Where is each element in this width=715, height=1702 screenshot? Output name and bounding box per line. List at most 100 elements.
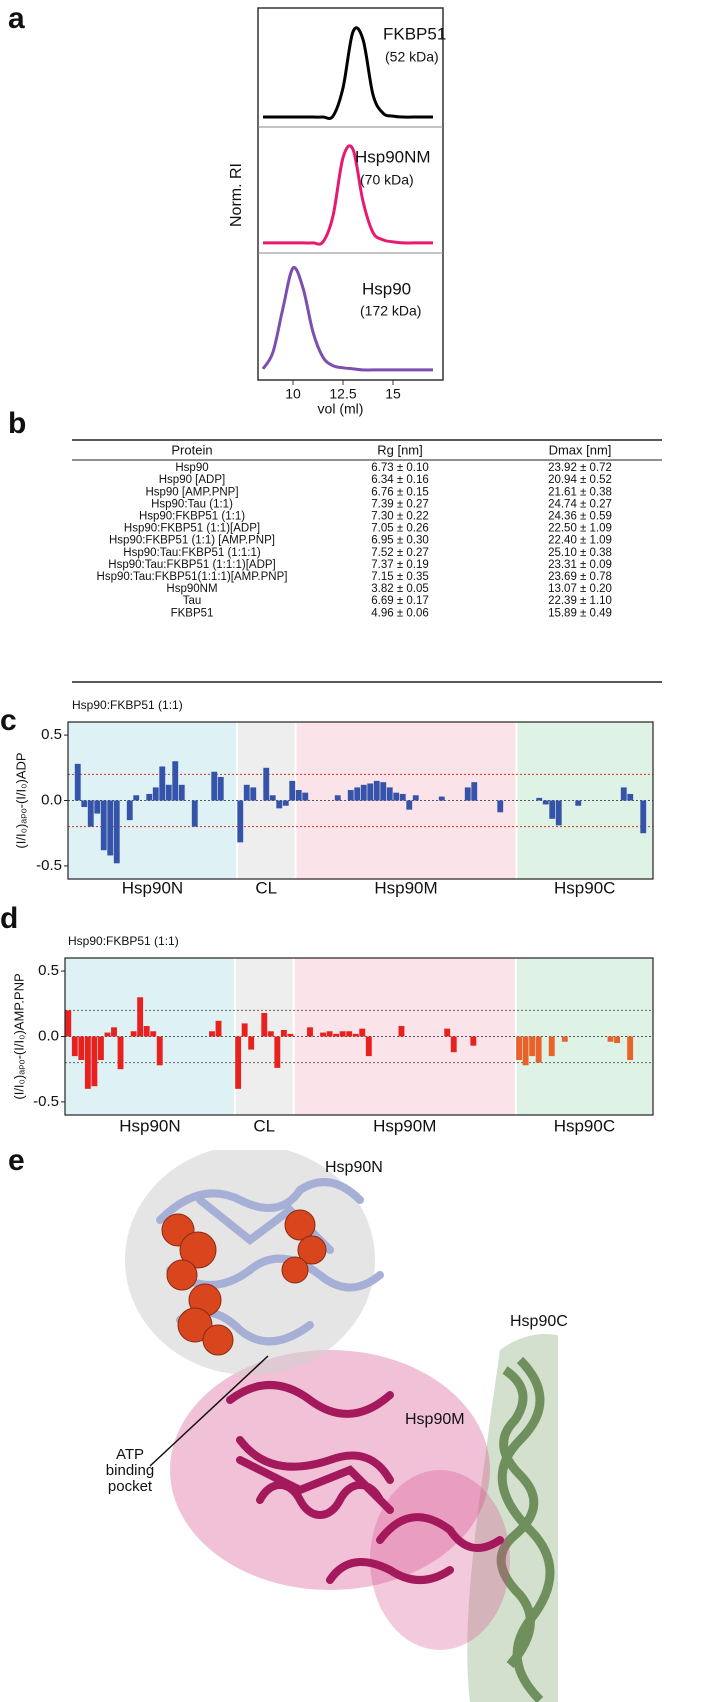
- bar: [248, 1037, 254, 1050]
- bar: [471, 782, 477, 800]
- pocket-label: pocket: [108, 1478, 153, 1495]
- bar: [192, 801, 198, 827]
- pocket-label: ATP: [116, 1446, 144, 1463]
- table-cell: 6.76 ± 0.15: [371, 486, 428, 498]
- bar: [72, 1037, 78, 1057]
- table-cell: 7.52 ± 0.27: [371, 547, 428, 559]
- bar: [216, 1021, 222, 1037]
- bar: [75, 764, 81, 801]
- domain-label: Hsp90C: [510, 1313, 568, 1330]
- bar: [211, 772, 217, 801]
- table-cell: 4.96 ± 0.06: [371, 607, 428, 619]
- bar: [393, 793, 399, 801]
- bar: [91, 1037, 97, 1087]
- bar: [65, 1010, 71, 1036]
- bar: [250, 787, 256, 800]
- bar: [536, 798, 542, 801]
- table-cell: Tau: [183, 595, 202, 607]
- table-cell: 7.39 ± 0.27: [371, 498, 428, 510]
- y-tick-label: -0.5: [36, 857, 62, 874]
- bar: [274, 1037, 280, 1068]
- table-cell: 13.07 ± 0.20: [548, 583, 612, 595]
- bar: [354, 787, 360, 800]
- table-cell: 7.37 ± 0.19: [371, 559, 428, 571]
- bar: [327, 1031, 333, 1036]
- table-cell: 6.95 ± 0.30: [371, 535, 428, 547]
- bar: [367, 783, 373, 800]
- domain-label: Hsp90N: [325, 1159, 383, 1176]
- bar: [209, 1031, 215, 1036]
- bar: [444, 1029, 450, 1037]
- bar: [296, 790, 302, 800]
- region-label: Hsp90C: [554, 878, 615, 897]
- bar: [387, 787, 393, 800]
- trace-mass: (172 kDa): [360, 303, 421, 319]
- bar: [335, 795, 341, 800]
- bar: [270, 795, 276, 800]
- table-header: Protein: [171, 442, 212, 457]
- region-label: Hsp90N: [122, 878, 183, 897]
- table-cell: 7.15 ± 0.35: [371, 571, 428, 583]
- trace-mass: (52 kDa): [385, 49, 439, 65]
- bar: [406, 801, 412, 810]
- y-axis-label: Norm. RI: [228, 163, 245, 227]
- bar: [242, 1023, 248, 1036]
- bar: [159, 766, 165, 800]
- y-tick-label: 0.5: [41, 726, 62, 743]
- table-cell: 6.69 ± 0.17: [371, 595, 428, 607]
- bar: [114, 801, 120, 864]
- bar: [261, 1013, 267, 1037]
- table-header: Dmax [nm]: [549, 442, 612, 457]
- table-cell: 15.89 ± 0.49: [548, 607, 612, 619]
- table-header: Rg [nm]: [377, 442, 423, 457]
- table-cell: 23.92 ± 0.72: [548, 462, 612, 474]
- bar: [399, 1026, 405, 1036]
- region-label: Hsp90C: [554, 1116, 615, 1135]
- region-label: CL: [253, 1116, 275, 1135]
- bar: [88, 801, 94, 827]
- bar: [107, 801, 113, 856]
- bar: [614, 1037, 620, 1044]
- bar: [307, 1027, 313, 1036]
- bar: [627, 1037, 633, 1061]
- table-cell: 25.10 ± 0.38: [548, 547, 612, 559]
- bar: [374, 781, 380, 801]
- bar: [380, 782, 386, 800]
- bar: [105, 1033, 111, 1037]
- pocket-label: binding: [106, 1462, 154, 1479]
- bar: [172, 761, 178, 800]
- bar: [451, 1037, 457, 1053]
- x-tick-label: 15: [385, 386, 401, 402]
- table-cell: 23.69 ± 0.78: [548, 571, 612, 583]
- bar: [157, 1037, 163, 1066]
- bar: [281, 1030, 287, 1037]
- table-cell: Hsp90 [ADP]: [159, 474, 225, 486]
- bar: [400, 794, 406, 801]
- panel-label: c: [0, 704, 17, 737]
- table-cell: Hsp90 [AMP.PNP]: [145, 486, 238, 498]
- bar: [302, 793, 308, 801]
- bar: [413, 795, 419, 800]
- bar: [144, 1026, 150, 1036]
- bar: [131, 1031, 137, 1036]
- bar: [346, 1031, 352, 1036]
- table-cell: FKBP51: [171, 607, 214, 619]
- bar: [353, 1034, 359, 1037]
- table-cell: 6.34 ± 0.16: [371, 474, 428, 486]
- bar: [366, 1037, 372, 1057]
- bar: [516, 1037, 522, 1061]
- bar: [627, 794, 633, 801]
- table-cell: 20.94 ± 0.52: [548, 474, 612, 486]
- x-tick-label: 10: [285, 386, 301, 402]
- bar: [146, 794, 152, 801]
- table-cell: 22.39 ± 1.10: [548, 595, 612, 607]
- bar: [529, 1037, 535, 1057]
- bar: [320, 1033, 326, 1037]
- table-cell: Hsp90:Tau:FKBP51(1:1:1)[AMP.PNP]: [97, 571, 288, 583]
- chart-title: Hsp90:FKBP51 (1:1): [72, 698, 183, 712]
- bar: [640, 801, 646, 834]
- bar: [78, 1037, 84, 1061]
- bar: [556, 801, 562, 826]
- table-cell: Hsp90:FKBP51 (1:1)[ADP]: [124, 523, 260, 535]
- x-axis-label: vol (ml): [318, 401, 364, 417]
